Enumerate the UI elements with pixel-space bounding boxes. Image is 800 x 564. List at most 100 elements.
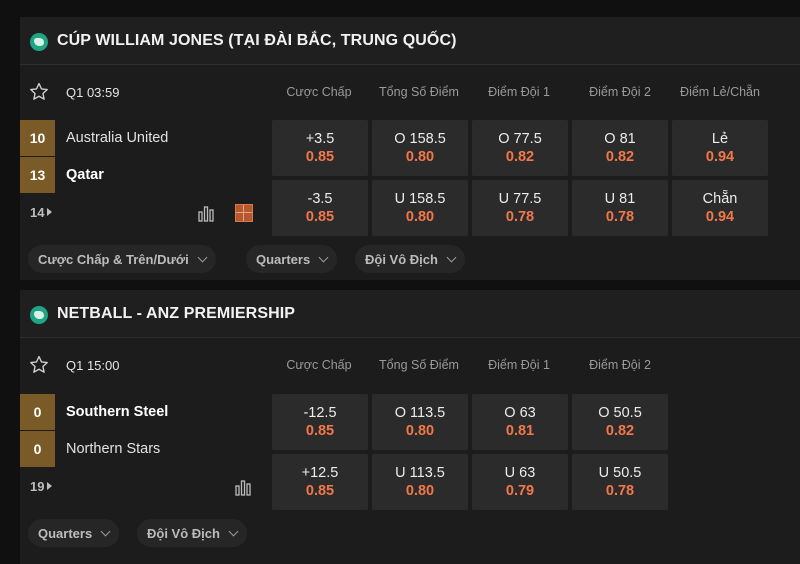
odds-value: 0.80 [405, 149, 435, 165]
globe-oceania-icon [30, 306, 48, 324]
more-markets-count: 14 [30, 205, 45, 220]
odds-value: 0.94 [705, 209, 735, 225]
chevron-down-icon [100, 526, 111, 536]
live-court-icon[interactable] [235, 204, 253, 222]
odds-label: O 63 [504, 405, 536, 421]
team1-name[interactable]: Southern Steel [66, 404, 169, 420]
odds-label: Lẻ [711, 131, 729, 147]
odds-cell[interactable]: -3.5 0.85 [272, 180, 368, 236]
odds-value: 0.79 [505, 483, 535, 499]
odds-cell[interactable]: +3.5 0.85 [272, 120, 368, 176]
more-markets-toggle[interactable]: 14 [30, 205, 53, 220]
odds-value: 0.80 [405, 423, 435, 439]
globe-asia-icon [30, 33, 48, 51]
team1-name[interactable]: Australia United [66, 130, 169, 146]
team1-score: 10 [20, 120, 55, 156]
chevron-down-icon [197, 252, 208, 262]
stats-bar-icon[interactable] [196, 203, 216, 223]
col-header-team1: Điểm Đội 1 [488, 358, 550, 372]
odds-cell[interactable]: O 158.5 0.80 [372, 120, 468, 176]
odds-cell[interactable]: +12.5 0.85 [272, 454, 368, 510]
odds-value: 0.82 [605, 149, 635, 165]
market-chip-champion[interactable]: Đội Vô Địch [137, 519, 247, 547]
more-markets-count: 19 [30, 479, 45, 494]
odds-cell[interactable]: Chẵn 0.94 [672, 180, 768, 236]
odds-label: O 113.5 [394, 405, 446, 421]
odds-value: 0.80 [405, 209, 435, 225]
chip-label: Quarters [256, 251, 311, 267]
star-icon[interactable] [28, 354, 50, 376]
col-header-team2: Điểm Đội 2 [589, 358, 651, 372]
col-header-handicap: Cược Chấp [286, 85, 352, 99]
market-chip-handicap-ou[interactable]: Cược Chấp & Trên/Dưới [28, 245, 216, 273]
league-title: CÚP WILLIAM JONES (TẠI ĐÀI BẮC, TRUNG QU… [57, 32, 457, 49]
odds-value: 0.78 [605, 483, 635, 499]
odds-value: 0.82 [505, 149, 535, 165]
chevron-down-icon [318, 252, 329, 262]
team1-score: 0 [20, 394, 55, 430]
odds-label: U 158.5 [394, 191, 446, 207]
odds-label: U 63 [504, 465, 536, 481]
odds-value: 0.78 [605, 209, 635, 225]
odds-cell[interactable]: O 63 0.81 [472, 394, 568, 450]
team2-name[interactable]: Northern Stars [66, 441, 161, 457]
odds-value: 0.81 [505, 423, 535, 439]
col-header-total: Tổng Số Điểm [379, 358, 459, 372]
caret-right-icon [47, 208, 53, 216]
odds-cell[interactable]: U 113.5 0.80 [372, 454, 468, 510]
caret-right-icon [47, 482, 53, 490]
odds-label: U 77.5 [498, 191, 542, 207]
match-time: Q1 15:00 [66, 358, 120, 373]
odds-label: O 81 [604, 131, 636, 147]
odds-cell[interactable]: O 50.5 0.82 [572, 394, 668, 450]
odds-cell[interactable]: U 158.5 0.80 [372, 180, 468, 236]
odds-value: 0.85 [305, 423, 335, 439]
league-header[interactable]: CÚP WILLIAM JONES (TẠI ĐÀI BẮC, TRUNG QU… [20, 17, 800, 65]
col-header-total: Tổng Số Điểm [379, 85, 459, 99]
match-header: Q1 03:59 Cược Chấp Tổng Số Điểm Điểm Đội… [20, 81, 800, 103]
star-icon[interactable] [28, 81, 50, 103]
chip-label: Cược Chấp & Trên/Dưới [38, 251, 189, 267]
market-chip-champion[interactable]: Đội Vô Địch [355, 245, 465, 273]
league-header[interactable]: NETBALL - ANZ PREMIERSHIP [20, 290, 800, 338]
odds-cell[interactable]: -12.5 0.85 [272, 394, 368, 450]
chevron-down-icon [446, 252, 457, 262]
chevron-down-icon [228, 526, 239, 536]
odds-label: O 50.5 [598, 405, 642, 421]
market-chip-quarters[interactable]: Quarters [246, 245, 338, 273]
odds-cell[interactable]: O 77.5 0.82 [472, 120, 568, 176]
odds-cell[interactable]: U 50.5 0.78 [572, 454, 668, 510]
odds-label: +12.5 [301, 465, 339, 481]
team2-name[interactable]: Qatar [66, 167, 104, 183]
match-header: Q1 15:00 Cược Chấp Tổng Số Điểm Điểm Đội… [20, 354, 800, 376]
odds-cell[interactable]: U 81 0.78 [572, 180, 668, 236]
league-title: NETBALL - ANZ PREMIERSHIP [57, 305, 296, 322]
odds-label: Chẵn [702, 191, 738, 207]
odds-value: 0.78 [505, 209, 535, 225]
odds-value: 0.94 [705, 149, 735, 165]
odds-value: 0.85 [305, 209, 335, 225]
odds-label: -12.5 [303, 405, 337, 421]
col-header-handicap: Cược Chấp [286, 358, 352, 372]
chip-label: Quarters [38, 525, 93, 541]
odds-label: -3.5 [307, 191, 333, 207]
odds-label: O 158.5 [394, 131, 446, 147]
chip-label: Đội Vô Địch [365, 251, 438, 267]
league-section-william-jones: CÚP WILLIAM JONES (TẠI ĐÀI BẮC, TRUNG QU… [20, 17, 800, 280]
odds-cell[interactable]: O 81 0.82 [572, 120, 668, 176]
odds-cell[interactable]: Lẻ 0.94 [672, 120, 768, 176]
market-chip-quarters[interactable]: Quarters [28, 519, 120, 547]
odds-cell[interactable]: O 113.5 0.80 [372, 394, 468, 450]
odds-value: 0.80 [405, 483, 435, 499]
odds-label: O 77.5 [498, 131, 542, 147]
match-time: Q1 03:59 [66, 85, 120, 100]
odds-value: 0.82 [605, 423, 635, 439]
odds-cell[interactable]: U 77.5 0.78 [472, 180, 568, 236]
more-markets-toggle[interactable]: 19 [30, 479, 53, 494]
odds-label: U 81 [604, 191, 636, 207]
col-header-odd-even: Điểm Lẻ/Chẵn [680, 85, 760, 99]
team2-score: 0 [20, 431, 55, 467]
odds-cell[interactable]: U 63 0.79 [472, 454, 568, 510]
team2-score: 13 [20, 157, 55, 193]
stats-bar-icon[interactable] [233, 477, 253, 497]
